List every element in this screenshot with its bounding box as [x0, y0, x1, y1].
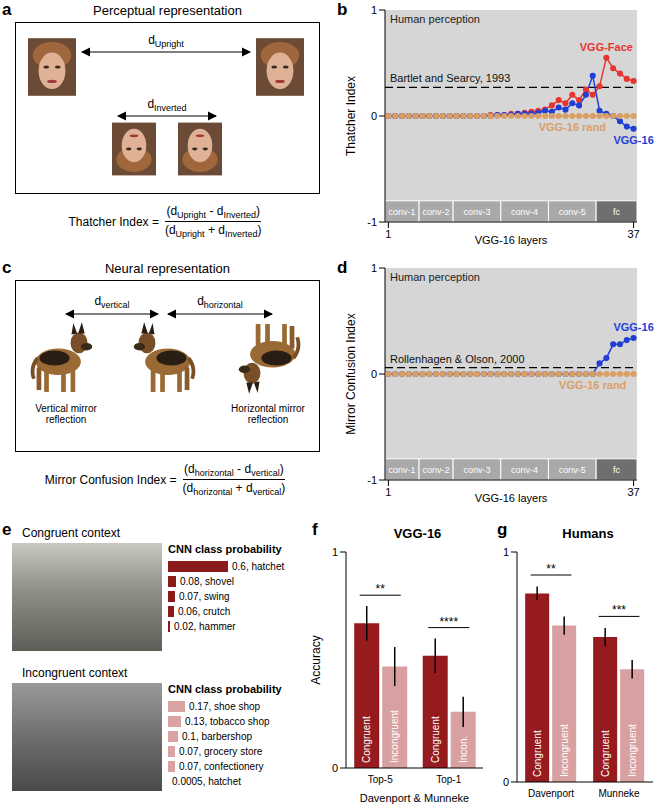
svg-text:-1: -1 [367, 474, 377, 486]
html-text:f: f [312, 520, 318, 539]
html-text:c: c [2, 258, 12, 277]
svg-text:0: 0 [503, 776, 509, 788]
svg-text:conv-3: conv-3 [463, 207, 490, 217]
html-text:Incongruent context: Incongruent context [22, 666, 128, 680]
svg-text:1: 1 [503, 546, 509, 558]
html-text:Neural representation: Neural representation [105, 261, 230, 276]
html-text:0.0005, hatchet: 0.0005, hatchet [172, 775, 241, 787]
svg-text:conv-2: conv-2 [423, 465, 450, 475]
svg-text:conv-4: conv-4 [511, 207, 538, 217]
html-text:g: g [497, 520, 508, 539]
html-text:0.07, grocery store: 0.07, grocery store [179, 745, 263, 757]
html-text:0.08, shovel: 0.08, shovel [180, 575, 234, 587]
html-text:Horizontal mirror: Horizontal mirror [231, 403, 305, 414]
html-text:CNN class probability: CNN class probability [168, 683, 282, 695]
svg-text:1: 1 [385, 486, 391, 498]
svg-text:Bartlet and Searcy, 1993: Bartlet and Searcy, 1993 [390, 72, 510, 84]
svg-text:VGG-16: VGG-16 [613, 134, 653, 146]
svg-text:Incongruent: Incongruent [627, 724, 638, 777]
svg-text:1: 1 [371, 262, 377, 274]
html-text:Vertical mirror: Vertical mirror [35, 403, 97, 414]
html-text:Thatcher Index =: Thatcher Index = [68, 214, 159, 229]
svg-text:fc: fc [613, 465, 621, 475]
svg-text:Human perception: Human perception [390, 13, 480, 25]
html-text:CNN class probability: CNN class probability [168, 543, 282, 555]
svg-text:Congruent: Congruent [532, 730, 543, 777]
svg-text:***: *** [612, 603, 626, 617]
svg-text:Davenport & Munneke: Davenport & Munneke [360, 792, 469, 804]
html-text:0.17, shoe shop: 0.17, shoe shop [189, 700, 261, 712]
svg-text:conv-5: conv-5 [559, 465, 586, 475]
svg-text:Rollenhagen & Olson, 2000: Rollenhagen & Olson, 2000 [390, 353, 525, 365]
html-text:b: b [337, 0, 348, 19]
svg-text:Munneke: Munneke [598, 788, 640, 799]
svg-text:Congruent: Congruent [430, 716, 441, 763]
svg-text:fc: fc [613, 207, 621, 217]
svg-text:0: 0 [371, 368, 377, 380]
svg-text:1: 1 [385, 228, 391, 240]
html-text:reflection: reflection [247, 414, 289, 425]
svg-text:37: 37 [627, 486, 639, 498]
html-text:0.02, hammer: 0.02, hammer [174, 620, 236, 632]
html-text:Humans: Humans [562, 526, 614, 541]
html-text:0.6, hatchet: 0.6, hatchet [232, 560, 285, 572]
html-text:0.13, tobacco shop: 0.13, tobacco shop [185, 715, 270, 727]
svg-text:**: ** [376, 582, 386, 596]
svg-text:Congruent: Congruent [361, 716, 372, 763]
html-text:0.07, swing: 0.07, swing [179, 590, 230, 602]
svg-text:-1: -1 [367, 216, 377, 228]
svg-text:VGG-16: VGG-16 [613, 321, 653, 333]
svg-text:VGG-Face: VGG-Face [580, 41, 633, 53]
html-text:dvertical: dvertical [94, 294, 130, 311]
html-text:reflection: reflection [45, 414, 87, 425]
html-text:(dUpright- dInverted): (dUpright- dInverted) [166, 204, 260, 221]
html-text:e: e [2, 520, 12, 539]
html-text:VGG-16: VGG-16 [393, 526, 442, 541]
html-text:dhorizontal: dhorizontal [197, 294, 243, 311]
svg-text:conv-1: conv-1 [389, 207, 416, 217]
html-text:dInverted: dInverted [147, 97, 187, 114]
svg-text:VGG-16 layers: VGG-16 layers [475, 492, 548, 504]
html-text:(dUpright+ dInverted): (dUpright+ dInverted) [164, 223, 262, 240]
html-text:Congruent context: Congruent context [22, 526, 121, 540]
svg-text:Davenport: Davenport [528, 788, 574, 799]
svg-text:conv-3: conv-3 [463, 465, 490, 475]
svg-text:Thatcher Index: Thatcher Index [344, 76, 358, 156]
svg-text:Human perception: Human perception [390, 271, 480, 283]
svg-text:conv-4: conv-4 [511, 465, 538, 475]
html-text:0.06, crutch: 0.06, crutch [178, 605, 231, 617]
svg-text:VGG-16 layers: VGG-16 layers [475, 234, 548, 246]
html-text:0.07, confectionery: 0.07, confectionery [179, 760, 264, 772]
svg-text:****: **** [439, 615, 458, 629]
svg-text:Accuracy: Accuracy [310, 635, 323, 684]
svg-text:0: 0 [332, 762, 338, 774]
svg-text:Incongruent: Incongruent [559, 724, 570, 777]
svg-text:conv-1: conv-1 [389, 465, 416, 475]
svg-text:37: 37 [627, 228, 639, 240]
html-text:Mirror Confusion Index =: Mirror Confusion Index = [44, 472, 177, 487]
svg-text:1: 1 [371, 4, 377, 16]
html-text:dUpright: dUpright [148, 33, 184, 50]
svg-text:0: 0 [371, 110, 377, 122]
svg-text:Top-1: Top-1 [436, 774, 461, 785]
svg-text:conv-2: conv-2 [423, 207, 450, 217]
svg-text:conv-5: conv-5 [559, 207, 586, 217]
svg-text:VGG-16 rand: VGG-16 rand [539, 121, 606, 133]
svg-text:**: ** [546, 562, 556, 576]
svg-text:Mirror Confusion Index: Mirror Confusion Index [344, 313, 358, 434]
svg-text:Incongruent: Incongruent [389, 710, 400, 763]
svg-text:Congruent: Congruent [600, 730, 611, 777]
html-text:d: d [337, 258, 348, 277]
html-text:(dhorizontal- dvertical): (dhorizontal- dvertical) [184, 462, 284, 479]
svg-text:Incon.: Incon. [458, 736, 469, 763]
svg-text:Top-5: Top-5 [368, 774, 393, 785]
html-text:0.1, barbershop: 0.1, barbershop [182, 730, 253, 742]
html-text:Perceptual representation: Perceptual representation [93, 3, 242, 18]
svg-text:VGG-16 rand: VGG-16 rand [559, 379, 626, 391]
html-text:a: a [2, 0, 12, 19]
html-text:(dhorizontal+ dvertical): (dhorizontal+ dvertical) [182, 481, 286, 498]
svg-text:1: 1 [332, 546, 338, 558]
